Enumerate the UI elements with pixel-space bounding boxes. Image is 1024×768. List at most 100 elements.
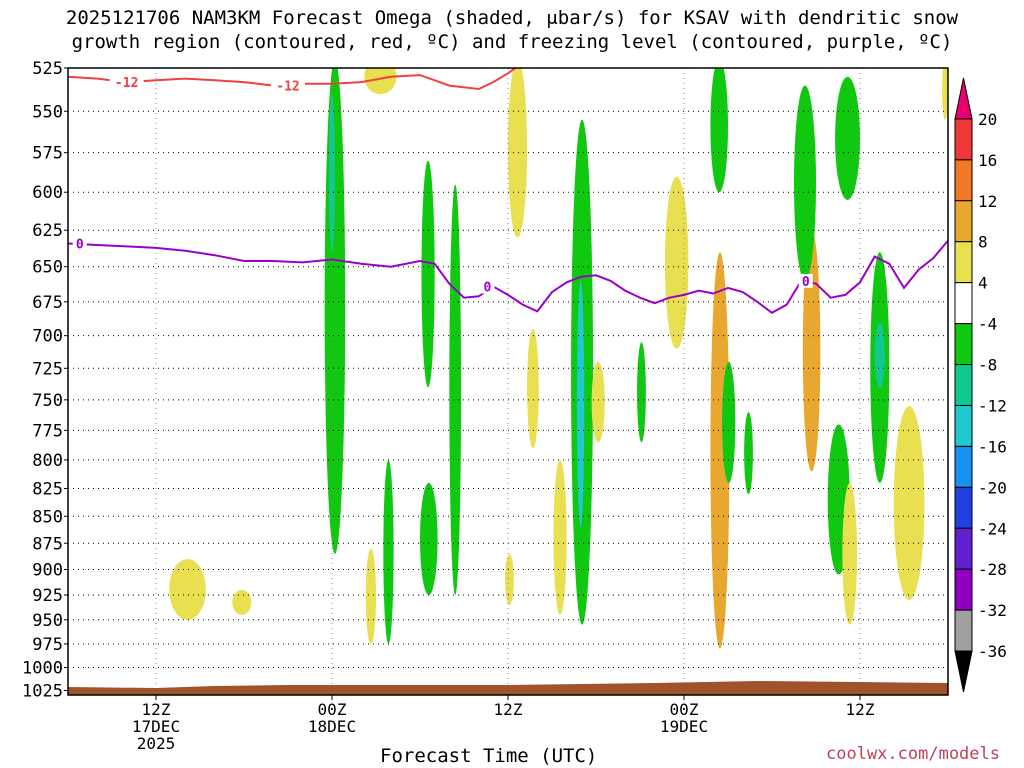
contour-label-bg <box>798 273 813 288</box>
colorbar-label: 4 <box>978 274 988 293</box>
colorbar-segment <box>954 364 973 406</box>
chart-title-line1: 2025121706 NAM3KM Forecast Omega (shaded… <box>65 7 959 29</box>
colorbar-label: -16 <box>978 437 1007 456</box>
y-tick-label: 975 <box>32 635 63 655</box>
y-tick-label: 625 <box>32 221 63 241</box>
contour-label-bg <box>109 75 144 90</box>
contour-label: 0 <box>76 238 84 253</box>
x-tick-label: 2025 <box>137 734 176 753</box>
x-tick-label: 00Z <box>318 700 347 719</box>
omega-cell-25 <box>893 406 925 600</box>
contour-label: 0 <box>484 281 492 296</box>
x-axis-title: Forecast Time (UTC) <box>380 745 598 767</box>
omega-cell-13 <box>664 176 689 349</box>
colorbar-label: 20 <box>978 110 997 129</box>
y-tick-label: 750 <box>32 391 63 411</box>
contour-label-bg <box>72 236 87 251</box>
omega-cell-14 <box>710 68 728 193</box>
x-tick-label: 17DEC <box>132 717 180 736</box>
colorbar-segment <box>954 159 973 202</box>
y-tick-label: 925 <box>32 586 63 606</box>
y-tick-label: 1000 <box>22 658 63 678</box>
y-tick-label: 725 <box>32 359 63 379</box>
colorbar-segment <box>954 323 973 366</box>
omega-cell-19 <box>794 85 816 281</box>
contour-freezing-level <box>68 239 948 314</box>
y-tick-label: 650 <box>32 258 63 278</box>
contour-label: -12 <box>115 76 138 91</box>
omega-cell-4 <box>383 459 394 644</box>
omega-cell-11 <box>591 361 605 443</box>
y-tick-label: 675 <box>32 293 63 313</box>
omega-cell-24 <box>842 482 858 625</box>
y-tick-label: 700 <box>32 327 63 347</box>
x-tick-label: 18DEC <box>308 717 356 736</box>
colorbar-segment <box>954 241 973 284</box>
colorbar-segment <box>954 609 973 652</box>
contour-label: -12 <box>276 80 299 95</box>
colorbar-label: -32 <box>978 601 1007 620</box>
x-tick-label: 12Z <box>494 700 523 719</box>
omega-cell-15 <box>710 252 730 649</box>
omega-cell-5 <box>420 482 438 595</box>
omega-cell-26 <box>942 68 948 120</box>
y-tick-label: 600 <box>32 183 63 203</box>
colorbar-label: 8 <box>978 233 988 252</box>
colorbar-top-triangle <box>954 77 973 120</box>
y-tick-label: 1025 <box>22 681 63 701</box>
omega-cell-3 <box>449 184 462 595</box>
colorbar-label: -28 <box>978 560 1007 579</box>
site-credit: coolwx.com/models <box>826 744 1000 764</box>
omega-cell-18 <box>802 230 821 472</box>
omega-cell-29 <box>365 548 376 644</box>
omega-cell-30 <box>505 553 514 605</box>
y-tick-label: 900 <box>32 560 63 580</box>
colorbar-segment <box>954 527 973 570</box>
chart-title: 2025121706 NAM3KM Forecast Omega (shaded… <box>0 6 1024 54</box>
colorbar-segment <box>954 118 973 161</box>
terrain-band <box>68 681 948 695</box>
colorbar-label: -20 <box>978 478 1007 497</box>
x-tick-label: 12Z <box>142 700 171 719</box>
contour-label: 0 <box>802 275 810 290</box>
omega-cell-16 <box>722 361 736 483</box>
colorbar-segment <box>954 568 973 611</box>
omega-cell-17 <box>744 412 753 495</box>
x-tick-label: 12Z <box>846 700 875 719</box>
colorbar-segment <box>954 282 973 325</box>
y-tick-label: 800 <box>32 451 63 471</box>
colorbar-label: -36 <box>978 642 1007 661</box>
omega-cell-20 <box>835 76 860 200</box>
colorbar-label: -4 <box>978 315 997 334</box>
y-tick-label: 525 <box>32 59 63 79</box>
colorbar-label: -12 <box>978 396 1007 415</box>
y-tick-label: 950 <box>32 611 63 631</box>
colorbar-segment <box>954 486 973 529</box>
colorbar-segment <box>954 200 973 243</box>
colorbar-segment <box>954 445 973 488</box>
contour-label-bg <box>271 78 305 93</box>
y-tick-label: 775 <box>32 421 63 441</box>
y-tick-label: 575 <box>32 144 63 164</box>
omega-cell-2 <box>421 160 435 388</box>
omega-cell-8 <box>576 280 585 528</box>
colorbar-label: -24 <box>978 519 1007 538</box>
y-tick-label: 550 <box>32 102 63 122</box>
omega-cell-12 <box>637 342 646 443</box>
omega-cell-28 <box>232 589 252 615</box>
omega-cell-10 <box>527 328 539 449</box>
omega-cell-31 <box>364 68 397 95</box>
omega-cell-6 <box>508 68 528 238</box>
contour-snow-growth <box>68 68 518 91</box>
omega-cell-27 <box>169 559 206 620</box>
colorbar-segment <box>954 404 973 447</box>
plot-area: -12 -12 0 0 0 <box>68 68 948 695</box>
omega-cell-22 <box>874 322 885 388</box>
omega-cell-0 <box>324 68 346 554</box>
x-tick-label: 19DEC <box>660 717 708 736</box>
colorbar-label: 12 <box>978 192 997 211</box>
chart-title-line2: growth region (contoured, red, ºC) and f… <box>71 31 953 53</box>
contour-label-bg <box>480 279 495 294</box>
y-tick-label: 850 <box>32 507 63 527</box>
